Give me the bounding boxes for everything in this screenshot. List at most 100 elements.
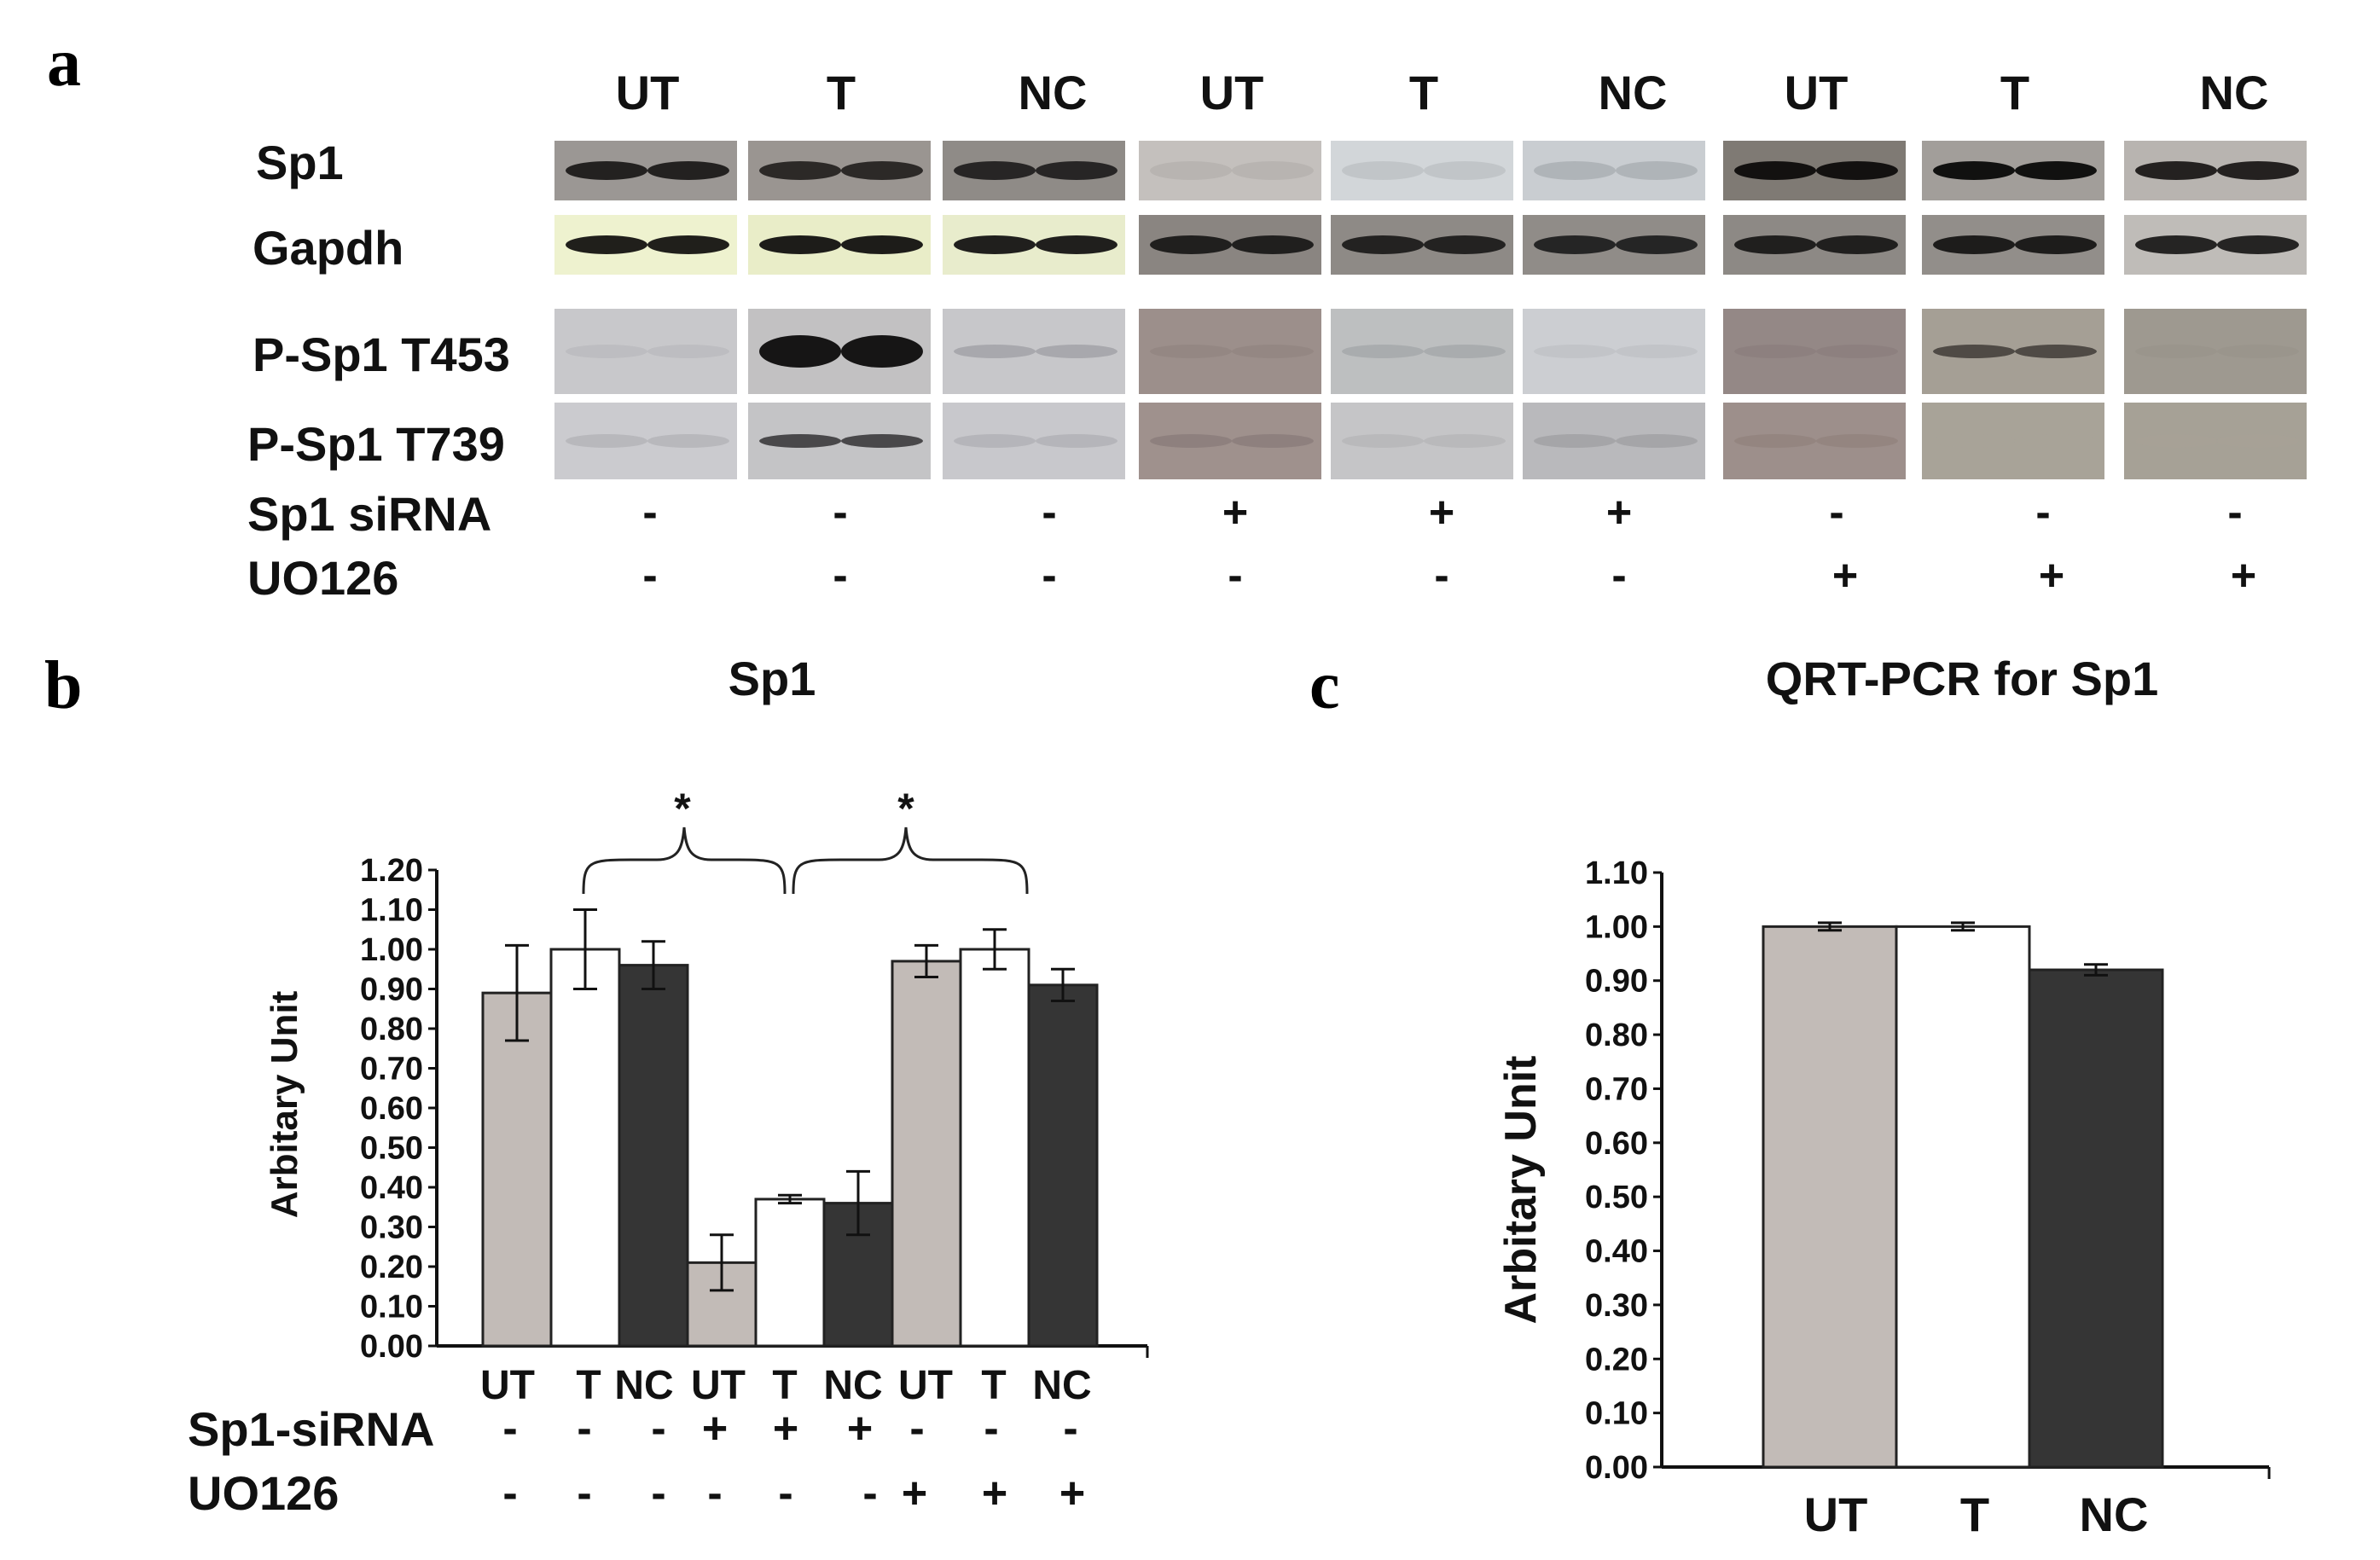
- blot-block: [1922, 141, 2104, 200]
- blot-band: [647, 345, 729, 358]
- x-category-label: T: [981, 1363, 1006, 1408]
- blot-block: [1723, 403, 1906, 479]
- panel-a-uo126-sign: +: [2231, 551, 2256, 600]
- chart-b-uo126-sign: -: [651, 1469, 665, 1518]
- chart-b-uo126-sign: +: [1059, 1469, 1085, 1518]
- chart-b-uo126-sign: -: [577, 1469, 591, 1518]
- blot-band: [1933, 161, 2016, 180]
- x-category-label: NC: [2080, 1488, 2149, 1541]
- chart-c-title: QRT-PCR for Sp1: [1766, 652, 2158, 705]
- blot-band: [1534, 434, 1617, 448]
- chart-b-sig-mark-1: *: [674, 785, 691, 832]
- bar: [754, 1198, 826, 1348]
- blot-band: [1933, 235, 2016, 254]
- blot-band: [1342, 434, 1425, 448]
- bar: [959, 948, 1030, 1348]
- y-tick-label: 0.80: [1585, 1018, 1648, 1053]
- blot-block: [554, 141, 737, 200]
- panel-a-group-label: NC: [1019, 66, 1088, 119]
- panel-a-sirna-sign: +: [1606, 488, 1632, 537]
- panel-a-row-label: P-Sp1 T739: [247, 417, 505, 471]
- y-tick-label: 0.20: [360, 1250, 423, 1285]
- panel-a-sirna-sign: -: [2227, 488, 2242, 537]
- chart-b-uo126-sign: -: [778, 1469, 792, 1518]
- blot-band: [1423, 161, 1506, 180]
- blot-band: [1734, 345, 1817, 358]
- blot-band: [1423, 235, 1506, 254]
- y-tick-label: 1.10: [1585, 855, 1648, 891]
- blot-band: [1342, 235, 1425, 254]
- blot-band: [1815, 345, 1898, 358]
- chart-b-uo126-sign: +: [902, 1469, 927, 1518]
- blot-band: [840, 335, 923, 368]
- chart-b-uo126-sign: -: [707, 1469, 722, 1518]
- blot-band: [1734, 434, 1817, 448]
- blot-block: [1723, 215, 1906, 275]
- chart-c-ylabel: Arbitary Unit: [1496, 1056, 1546, 1325]
- blot-band: [1615, 345, 1698, 358]
- chart-b-sirna-sign: +: [773, 1404, 798, 1453]
- blot-band: [2135, 345, 2218, 358]
- panel-b-label: b: [44, 648, 83, 723]
- blot-band: [2014, 345, 2097, 358]
- panel-a-group-label: UT: [1785, 66, 1849, 119]
- blot-band: [566, 434, 648, 448]
- x-category-label: NC: [614, 1363, 673, 1408]
- y-tick-label: 0.80: [360, 1012, 423, 1047]
- x-category-label: UT: [898, 1363, 953, 1408]
- blot-band: [1231, 345, 1314, 358]
- panel-a-row-labels: Sp1 Gapdh P-Sp1 T453 P-Sp1 T739: [247, 136, 510, 471]
- blot-block: [1922, 403, 2104, 479]
- blot-block: [554, 403, 737, 479]
- bar: [618, 964, 689, 1348]
- blot-band: [566, 161, 648, 180]
- chart-b-sig-mark-2: *: [897, 785, 914, 832]
- panel-a-sirna-label: Sp1 siRNA: [247, 487, 491, 541]
- x-category-label: UT: [480, 1363, 535, 1408]
- y-tick-label: 0.10: [1585, 1396, 1648, 1432]
- y-tick-label: 0.30: [360, 1210, 423, 1246]
- panel-a-uo126-sign: -: [1611, 551, 1626, 600]
- chart-b: 0.00 0.10 0.20 0.30 0.400.50 0.60 0.70 0.80 0.90…: [360, 853, 1149, 1408]
- chart-b-sirna-sign: -: [577, 1404, 591, 1453]
- blot-block: [943, 141, 1125, 200]
- chart-b-uo126-signs: - - - - - - + + +: [502, 1469, 1085, 1518]
- blot-band: [1150, 161, 1233, 180]
- y-tick-label: 0.50: [360, 1131, 423, 1167]
- panel-a-row-label: Gapdh: [253, 221, 403, 275]
- blot-band: [2216, 434, 2299, 448]
- blot-block: [1723, 141, 1906, 200]
- blot-band: [1150, 345, 1233, 358]
- panel-a-uo126-sign: +: [1832, 551, 1858, 600]
- blot-band: [954, 434, 1036, 448]
- blot-band: [1035, 235, 1117, 254]
- blot-band: [759, 235, 842, 254]
- chart-b-bracket-2: [792, 826, 1029, 895]
- chart-b-ylabel: Arbitary Unit: [264, 990, 305, 1218]
- blot-band: [1150, 434, 1233, 448]
- blot-block: [943, 403, 1125, 479]
- blot-block: [2124, 141, 2307, 200]
- chart-b-sirna-signs: - - - + + + - - -: [502, 1404, 1077, 1453]
- y-tick-label: 0.10: [360, 1290, 423, 1325]
- y-tick-label: 0.60: [360, 1091, 423, 1127]
- blot-band: [1342, 345, 1425, 358]
- blot-block: [748, 309, 931, 394]
- y-tick-label: 0.90: [360, 972, 423, 1008]
- blot-band: [1815, 434, 1898, 448]
- y-tick-label: 0.40: [1585, 1234, 1648, 1270]
- blot-block: [943, 309, 1125, 394]
- blot-block: [554, 309, 737, 394]
- chart-b-sirna-sign: -: [651, 1404, 665, 1453]
- y-tick-label: 0.00: [1585, 1450, 1648, 1486]
- blot-block: [1139, 309, 1321, 394]
- y-tick-label: 0.50: [1585, 1180, 1648, 1215]
- blot-block: [1139, 403, 1321, 479]
- blot-band: [1534, 235, 1617, 254]
- blot-band: [1734, 235, 1817, 254]
- blot-block: [2124, 309, 2307, 394]
- panel-a-sirna-sign: -: [642, 488, 657, 537]
- blot-block: [1523, 309, 1705, 394]
- chart-b-sirna-label: Sp1-siRNA: [188, 1402, 434, 1456]
- bar: [1895, 925, 2031, 1469]
